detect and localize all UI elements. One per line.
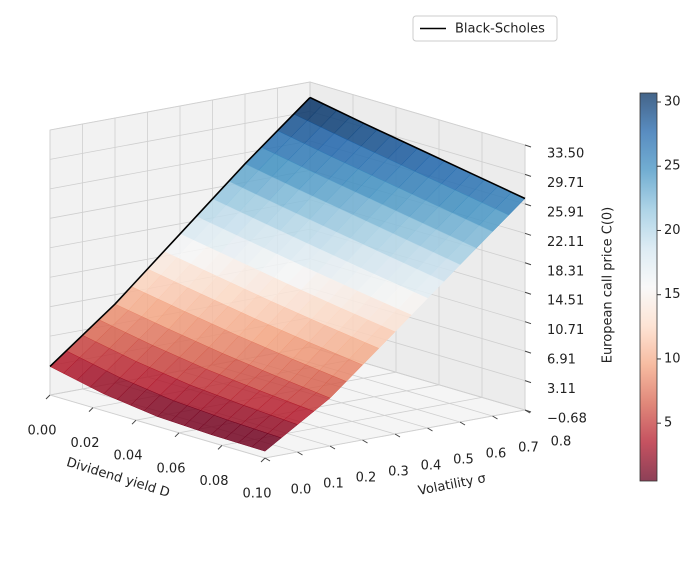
colorbar-tick-label: 30 (664, 94, 681, 109)
y-tick (297, 451, 303, 456)
grid-line (49, 110, 311, 160)
x-tick (45, 394, 51, 400)
y-tick-label: 0.8 (551, 435, 572, 450)
z-tick (524, 409, 532, 413)
colorbar-tick-label: 10 (664, 351, 681, 366)
y-tick (362, 439, 368, 444)
legend: Black-Scholes (412, 15, 558, 42)
z-tick (524, 291, 532, 295)
y-tick-label: 0.3 (388, 465, 409, 480)
z-tick (524, 173, 532, 177)
surface-patch (251, 433, 282, 452)
y-tick (492, 415, 498, 420)
legend-label: Black-Scholes (455, 22, 545, 37)
grid-line (309, 81, 526, 146)
x-tick (217, 445, 223, 450)
z-tick-label: 6.91 (547, 353, 576, 368)
y-tick-label: 0.7 (518, 441, 539, 456)
z-tick-label: 33.50 (547, 147, 584, 162)
grid-line (49, 81, 311, 131)
y-tick (264, 457, 271, 462)
colorbar-tick-label: 25 (664, 159, 681, 174)
line (309, 96, 526, 200)
x-tick (88, 407, 94, 412)
x-tick (131, 419, 137, 425)
y-tick-label: 0.0 (291, 483, 312, 498)
z-tick-label: 22.11 (547, 235, 584, 250)
x-tick-label: 0.04 (114, 449, 143, 464)
z-tick-label: 14.51 (547, 294, 584, 309)
y-tick-label: 0.6 (486, 447, 507, 462)
z-tick-label: 25.91 (547, 205, 584, 220)
z-tick-label: 3.11 (547, 382, 576, 397)
colorbar-tick-label: 20 (664, 223, 681, 238)
grid-line (49, 394, 266, 459)
x-tick-label: 0.00 (28, 424, 57, 439)
z-tick (524, 350, 532, 354)
y-axis-label: Volatility σ (417, 471, 487, 499)
legend-frame (412, 15, 558, 42)
y-tick (394, 433, 401, 438)
x-tick (260, 457, 266, 463)
y-tick-label: 0.1 (323, 477, 344, 492)
z-tick (524, 232, 532, 236)
z-tick (524, 262, 532, 266)
colorbar (639, 92, 658, 482)
z-tick (524, 380, 532, 384)
y-tick (329, 445, 336, 450)
z-tick-label: −0.68 (547, 412, 587, 427)
z-tick (524, 321, 532, 325)
surface (49, 97, 526, 452)
y-tick-label: 0.5 (453, 453, 474, 468)
x-tick-label: 0.10 (243, 487, 272, 502)
z-tick-label: 18.31 (547, 264, 584, 279)
line (49, 96, 311, 368)
colorbar-tick-label: 5 (664, 416, 672, 431)
z-tick-label: 10.71 (547, 323, 584, 338)
colorbar-tick-label: 15 (664, 287, 681, 302)
y-tick-label: 0.4 (421, 459, 442, 474)
x-tick (174, 432, 180, 438)
z-tick (524, 144, 532, 148)
y-tick (427, 427, 433, 432)
z-tick-label: 29.71 (547, 176, 584, 191)
y-tick (459, 421, 466, 426)
x-tick-label: 0.08 (200, 474, 229, 489)
y-tick-label: 0.2 (356, 471, 377, 486)
x-tick-label: 0.06 (157, 461, 186, 476)
x-tick-label: 0.02 (71, 436, 100, 451)
z-tick (524, 203, 532, 207)
z-axis-label: European call price C(0) (601, 207, 616, 364)
